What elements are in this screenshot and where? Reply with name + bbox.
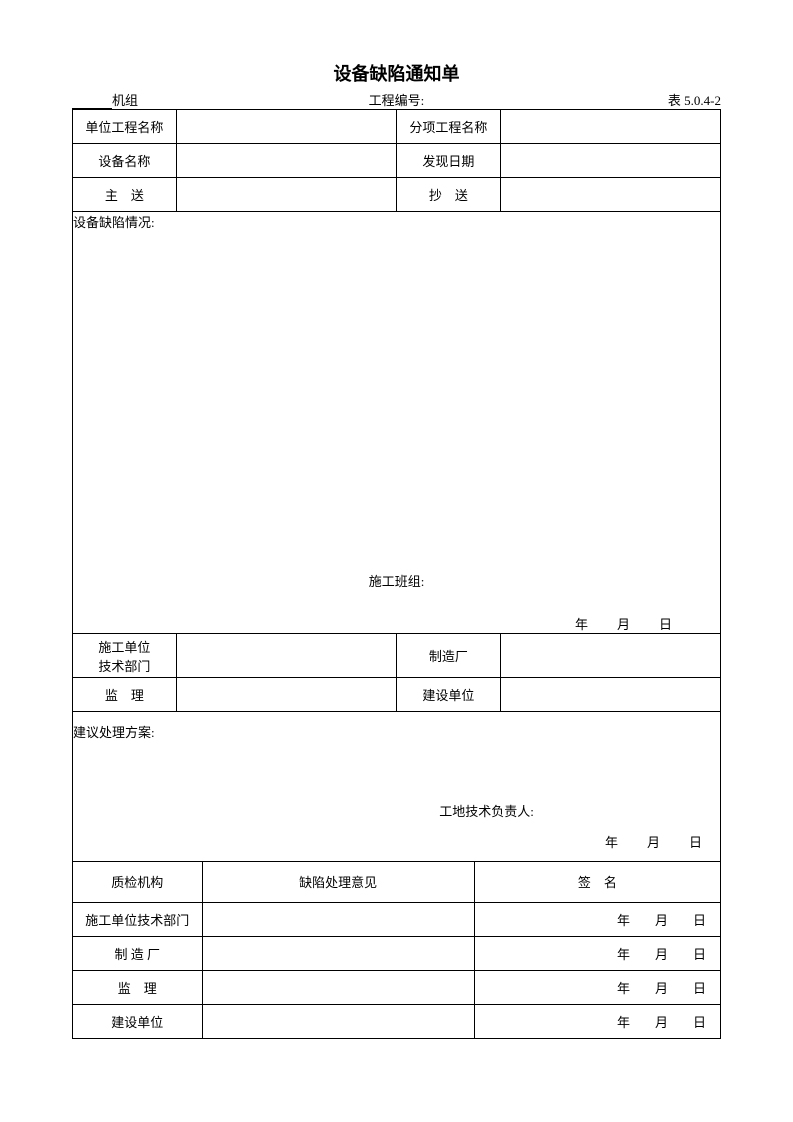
label-unit-project: 单位工程名称 bbox=[73, 110, 177, 144]
cell-supervision bbox=[176, 678, 396, 712]
cell-send-to bbox=[176, 178, 396, 212]
header-row: 机组 工程编号: 表 5.0.4-2 bbox=[72, 90, 721, 109]
row-supervision-opinion bbox=[202, 970, 474, 1004]
row-manufacturer: 制 造 厂 bbox=[73, 936, 203, 970]
opinion-table: 质检机构 缺陷处理意见 签 名 施工单位技术部门 年 月 日 制 造 厂 年 月… bbox=[72, 862, 721, 1039]
label-equip-name: 设备名称 bbox=[73, 144, 177, 178]
cell-unit-project bbox=[176, 110, 396, 144]
defect-situation-cell: 设备缺陷情况: 施工班组: 年 月 日 bbox=[73, 212, 721, 634]
plan-date: 年 月 日 bbox=[73, 832, 720, 851]
row-manufacturer-opinion bbox=[202, 936, 474, 970]
main-form-table: 单位工程名称 分项工程名称 设备名称 发现日期 主 送 抄 送 设备缺陷情况: … bbox=[72, 109, 721, 862]
label-sub-project: 分项工程名称 bbox=[396, 110, 500, 144]
label-found-date: 发现日期 bbox=[396, 144, 500, 178]
col-opinion: 缺陷处理意见 bbox=[202, 862, 474, 902]
cell-contractor-tech-dept bbox=[176, 634, 396, 678]
construction-team-label: 施工班组: bbox=[73, 571, 720, 590]
row-owner: 建设单位 bbox=[73, 1004, 203, 1038]
table-no: 表 5.0.4-2 bbox=[668, 93, 721, 108]
row-owner-opinion bbox=[202, 1004, 474, 1038]
project-no-label: 工程编号: bbox=[369, 93, 425, 108]
label-supervision: 监 理 bbox=[73, 678, 177, 712]
row-contractor-opinion bbox=[202, 902, 474, 936]
row-manufacturer-date: 年 月 日 bbox=[474, 936, 720, 970]
contractor-line2: 技术部门 bbox=[73, 656, 176, 675]
form-title: 设备缺陷通知单 bbox=[72, 60, 721, 86]
col-signature: 签 名 bbox=[474, 862, 720, 902]
site-tech-lead-label: 工地技术负责人: bbox=[73, 801, 720, 820]
proposed-plan-cell: 建议处理方案: 工地技术负责人: 年 月 日 bbox=[73, 712, 721, 862]
row-supervision: 监 理 bbox=[73, 970, 203, 1004]
cell-found-date bbox=[500, 144, 720, 178]
cell-manufacturer bbox=[500, 634, 720, 678]
row-owner-date: 年 月 日 bbox=[474, 1004, 720, 1038]
unit-suffix: 机组 bbox=[112, 93, 138, 108]
label-manufacturer: 制造厂 bbox=[396, 634, 500, 678]
row-contractor-date: 年 月 日 bbox=[474, 902, 720, 936]
row-supervision-date: 年 月 日 bbox=[474, 970, 720, 1004]
row-contractor: 施工单位技术部门 bbox=[73, 902, 203, 936]
cell-owner bbox=[500, 678, 720, 712]
cell-cc bbox=[500, 178, 720, 212]
unit-blank bbox=[72, 94, 112, 109]
col-qc-org: 质检机构 bbox=[73, 862, 203, 902]
cell-equip-name bbox=[176, 144, 396, 178]
proposed-plan-label: 建议处理方案: bbox=[73, 722, 720, 741]
label-owner: 建设单位 bbox=[396, 678, 500, 712]
contractor-line1: 施工单位 bbox=[73, 637, 176, 656]
label-contractor-tech-dept: 施工单位 技术部门 bbox=[73, 634, 177, 678]
defect-date: 年 月 日 bbox=[73, 614, 720, 633]
defect-situation-label: 设备缺陷情况: bbox=[73, 212, 720, 231]
cell-sub-project bbox=[500, 110, 720, 144]
label-cc: 抄 送 bbox=[396, 178, 500, 212]
label-send-to: 主 送 bbox=[73, 178, 177, 212]
